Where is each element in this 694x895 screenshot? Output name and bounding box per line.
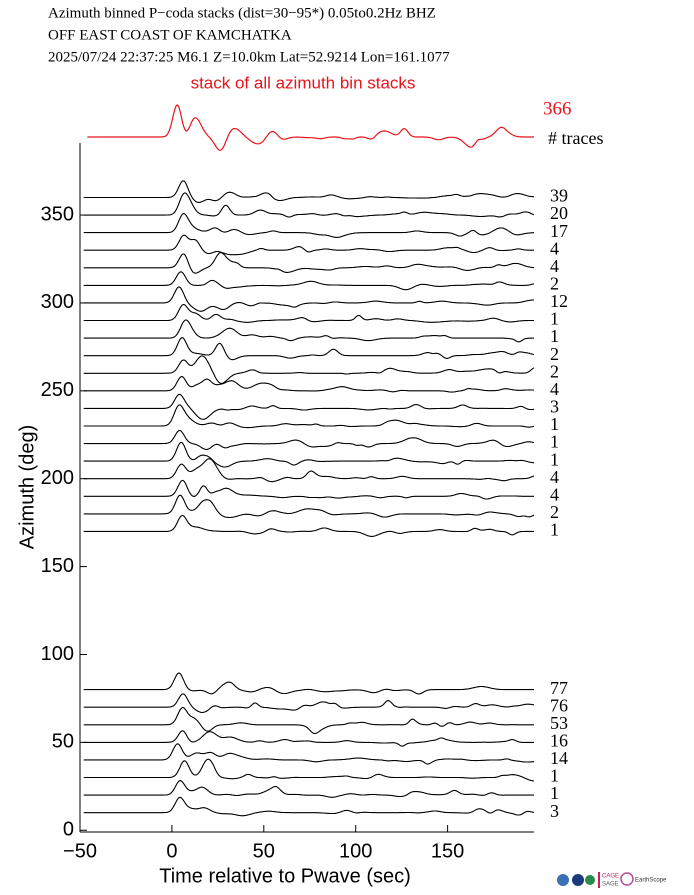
trace xyxy=(83,303,534,323)
trace-count: 4 xyxy=(550,256,559,276)
trace xyxy=(83,286,535,312)
trace xyxy=(83,404,535,429)
trace xyxy=(83,441,534,468)
trace xyxy=(83,730,534,747)
trace-count: 1 xyxy=(550,309,559,329)
trace-count: 4 xyxy=(550,379,559,399)
trace-count: 2 xyxy=(550,502,559,522)
trace-count: 3 xyxy=(550,801,559,821)
trace xyxy=(83,743,534,765)
trace xyxy=(83,213,534,238)
trace-count: 17 xyxy=(550,221,568,241)
trace xyxy=(83,271,535,291)
trace xyxy=(83,234,534,256)
trace-count: 53 xyxy=(550,713,568,733)
y-tick-label: 50 xyxy=(52,731,74,753)
trace-count: 1 xyxy=(550,766,559,786)
trace-count: 20 xyxy=(550,203,568,223)
y-tick-label: 350 xyxy=(41,203,74,225)
trace-count: 3 xyxy=(550,397,559,417)
y-tick-label: 100 xyxy=(41,643,74,665)
trace xyxy=(83,355,535,384)
trace-count: 1 xyxy=(550,449,559,469)
trace-count: 1 xyxy=(550,414,559,434)
trace-count: 1 xyxy=(550,520,559,540)
trace xyxy=(83,192,535,218)
trace xyxy=(83,337,535,361)
trace-count: 12 xyxy=(550,291,568,311)
trace xyxy=(83,672,534,695)
svg-text:SAGE: SAGE xyxy=(602,882,619,888)
trace-count: 4 xyxy=(550,467,559,487)
y-tick-label: 150 xyxy=(41,555,74,577)
trace-count: 1 xyxy=(550,432,559,452)
trace-count: 76 xyxy=(550,695,568,715)
y-tick-label: 300 xyxy=(41,291,74,313)
trace-count: 2 xyxy=(550,361,559,381)
trace-count: 39 xyxy=(550,186,568,206)
trace xyxy=(83,429,535,450)
trace-count: 1 xyxy=(550,326,559,346)
trace-count: 2 xyxy=(550,273,559,293)
trace xyxy=(83,319,534,343)
logos: CAGE SAGE EarthScope xyxy=(557,872,667,888)
trace xyxy=(83,780,534,798)
trace-count: 16 xyxy=(550,730,568,750)
x-tick-label: 50 xyxy=(253,840,275,862)
count-header: # traces xyxy=(548,128,603,148)
x-tick-label: 0 xyxy=(166,840,177,862)
stack-label: stack of all azimuth bin stacks xyxy=(191,73,416,92)
trace-count: 77 xyxy=(550,678,568,698)
trace xyxy=(83,180,535,203)
trace xyxy=(83,458,535,483)
x-tick-label: −50 xyxy=(63,840,97,862)
x-tick-label: 150 xyxy=(431,840,464,862)
svg-text:EarthScope: EarthScope xyxy=(635,878,667,884)
title-line: 2025/07/24 22:37:25 M6.1 Z=10.0km Lat=52… xyxy=(48,49,450,65)
trace xyxy=(83,376,535,393)
y-axis-label: Azimuth (deg) xyxy=(16,425,38,550)
trace xyxy=(83,796,535,817)
trace xyxy=(83,252,535,274)
trace-count: 4 xyxy=(550,238,559,258)
trace-count: 4 xyxy=(550,484,559,504)
y-tick-label: 0 xyxy=(63,819,74,841)
trace xyxy=(83,706,534,735)
trace xyxy=(83,693,535,714)
x-tick-label: 100 xyxy=(339,840,372,862)
trace-count: 14 xyxy=(550,748,568,768)
trace-count: 2 xyxy=(550,344,559,364)
trace xyxy=(83,393,535,420)
svg-text:CAGE: CAGE xyxy=(602,874,619,880)
title-line: OFF EAST COAST OF KAMCHATKA xyxy=(48,27,292,43)
y-tick-label: 200 xyxy=(41,467,74,489)
stack-count: 366 xyxy=(543,98,572,119)
stack-trace xyxy=(87,104,534,151)
trace xyxy=(83,479,534,500)
trace xyxy=(83,514,534,537)
title-line: Azimuth binned P−coda stacks (dist=30−95… xyxy=(48,5,436,21)
x-axis-label: Time relative to Pwave (sec) xyxy=(159,865,411,887)
trace-count: 1 xyxy=(550,783,559,803)
y-tick-label: 250 xyxy=(41,379,74,401)
trace xyxy=(83,758,535,782)
trace xyxy=(83,494,535,519)
